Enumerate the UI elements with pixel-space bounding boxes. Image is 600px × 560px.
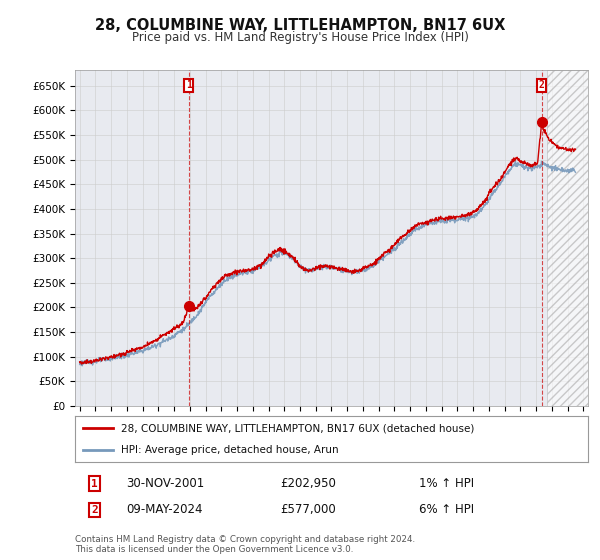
Text: 09-MAY-2024: 09-MAY-2024	[127, 503, 203, 516]
Bar	[547, 70, 588, 406]
Text: 2: 2	[539, 80, 545, 90]
Text: HPI: Average price, detached house, Arun: HPI: Average price, detached house, Arun	[121, 445, 339, 455]
Text: Price paid vs. HM Land Registry's House Price Index (HPI): Price paid vs. HM Land Registry's House …	[131, 31, 469, 44]
Text: £577,000: £577,000	[280, 503, 336, 516]
Text: 1: 1	[185, 80, 191, 90]
Text: 6% ↑ HPI: 6% ↑ HPI	[419, 503, 474, 516]
Text: 30-NOV-2001: 30-NOV-2001	[127, 477, 205, 490]
Text: 28, COLUMBINE WAY, LITTLEHAMPTON, BN17 6UX: 28, COLUMBINE WAY, LITTLEHAMPTON, BN17 6…	[95, 18, 505, 32]
Text: 28, COLUMBINE WAY, LITTLEHAMPTON, BN17 6UX (detached house): 28, COLUMBINE WAY, LITTLEHAMPTON, BN17 6…	[121, 423, 475, 433]
Text: £202,950: £202,950	[280, 477, 336, 490]
Text: Contains HM Land Registry data © Crown copyright and database right 2024.
This d: Contains HM Land Registry data © Crown c…	[75, 535, 415, 554]
Text: 2: 2	[91, 505, 98, 515]
Text: 1: 1	[91, 479, 98, 488]
Text: 1% ↑ HPI: 1% ↑ HPI	[419, 477, 474, 490]
